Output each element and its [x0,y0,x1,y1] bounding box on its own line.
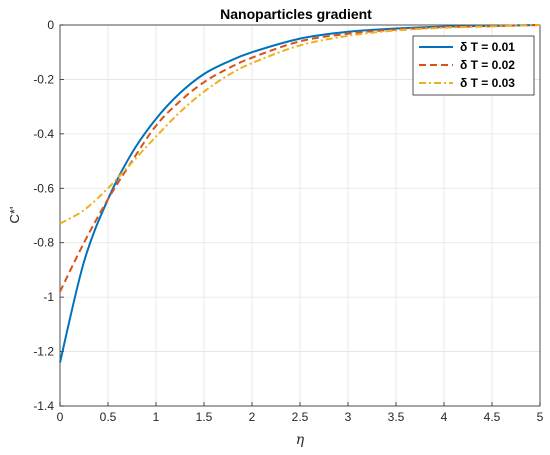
x-tick-label: 4.5 [484,410,501,424]
y-tick-label: -1.2 [33,345,54,359]
y-tick-label: -0.8 [33,236,54,250]
x-tick-label: 1.5 [196,410,213,424]
legend-label-3: δ T = 0.03 [460,76,515,90]
x-tick-label: 2 [249,410,256,424]
x-tick-label: 1 [153,410,160,424]
x-tick-label: 0 [57,410,64,424]
x-tick-label: 4 [441,410,448,424]
chart-title: Nanoparticles gradient [220,6,372,22]
y-axis-label: C*' [7,207,22,224]
x-tick-label: 0.5 [100,410,117,424]
y-tick-label: 0 [47,18,54,32]
x-tick-label: 5 [537,410,544,424]
legend-label-2: δ T = 0.02 [460,58,515,72]
series-lines [59,24,541,363]
legend: δ T = 0.01 δ T = 0.02 δ T = 0.03 [412,35,535,96]
x-tick-label: 3 [345,410,352,424]
y-tick-label: -1.4 [33,399,54,413]
ticks: 0 0.5 1 1.5 2 2.5 3 3.5 4 4.5 5 0 -0.2 -0.4 -0.6 -0.8 -1… [33,18,543,424]
y-tick-label: -1 [43,290,54,304]
y-tick-label: -0.2 [33,72,54,86]
y-tick-label: -0.6 [33,181,54,195]
legend-label-1: δ T = 0.01 [460,40,515,54]
x-tick-label: 2.5 [292,410,309,424]
y-tick-label: -0.4 [33,127,54,141]
series-line-3 [59,24,541,225]
x-axis-label: η [296,432,305,448]
x-tick-label: 3.5 [388,410,405,424]
